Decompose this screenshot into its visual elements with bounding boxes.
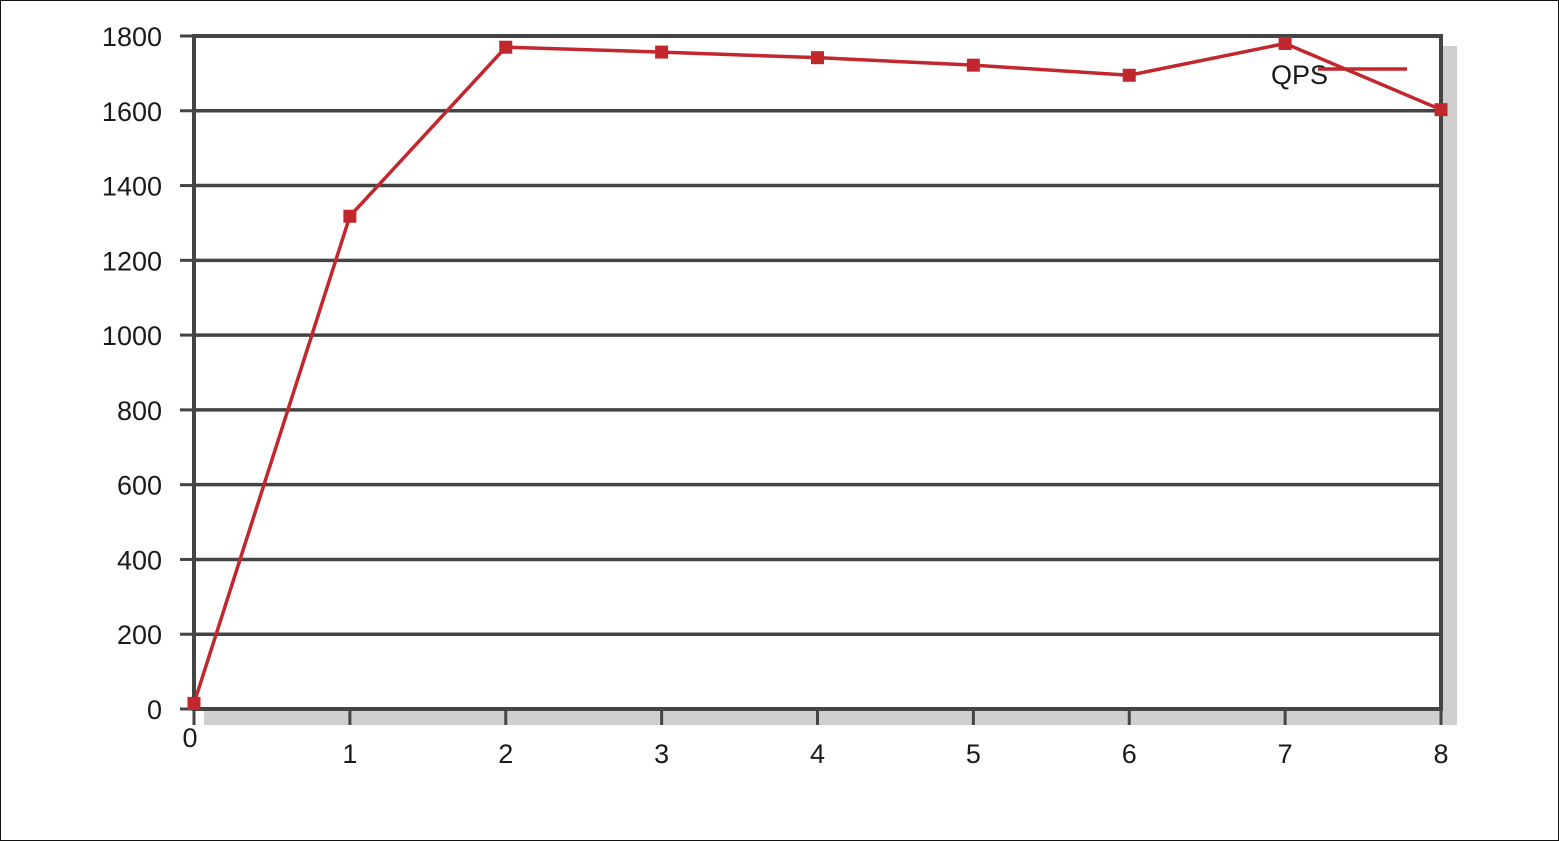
data-point [811,51,824,65]
gridlines [180,34,1441,711]
y-tick-label: 0 [147,695,162,725]
x-tick-label: 3 [654,739,669,769]
data-point [1122,68,1136,82]
x-tick-label: 4 [810,739,825,769]
y-tick-label: 400 [117,545,162,575]
x-tick-label: 5 [966,739,981,769]
y-tick-label: 800 [117,396,162,426]
x-tick-label: 1 [342,739,357,769]
data-point [655,45,669,59]
y-tick-label: 1000 [102,321,162,351]
legend: QPS [1271,60,1407,90]
x-axis-tick-labels: 0 1 2 3 4 5 6 7 8 [182,723,1448,769]
data-point [1278,36,1292,50]
x-tick-label: 7 [1278,739,1293,769]
series-layer [187,36,1448,710]
plot-area [194,36,1441,709]
x-axis-ticks [192,709,1443,725]
y-axis-tick-labels: 0 200 400 600 800 1000 1200 1400 1600 1800 [102,22,162,725]
y-tick-label: 200 [117,620,162,650]
y-tick-label: 1800 [102,22,162,52]
x-tick-label: 8 [1433,739,1448,769]
plot-area-border [192,34,1443,711]
data-point [499,40,513,54]
y-tick-label: 1200 [102,246,162,276]
data-point [187,696,201,710]
legend-label-qps: QPS [1271,60,1328,90]
data-point [966,58,980,72]
x-tick-label: 6 [1122,739,1137,769]
y-tick-label: 600 [117,471,162,501]
y-tick-label: 1600 [102,97,162,127]
y-tick-label: 1400 [102,172,162,202]
data-point [343,209,357,223]
x-tick-label: 0 [182,723,197,753]
data-point [1434,103,1448,117]
x-tick-label: 2 [498,739,513,769]
